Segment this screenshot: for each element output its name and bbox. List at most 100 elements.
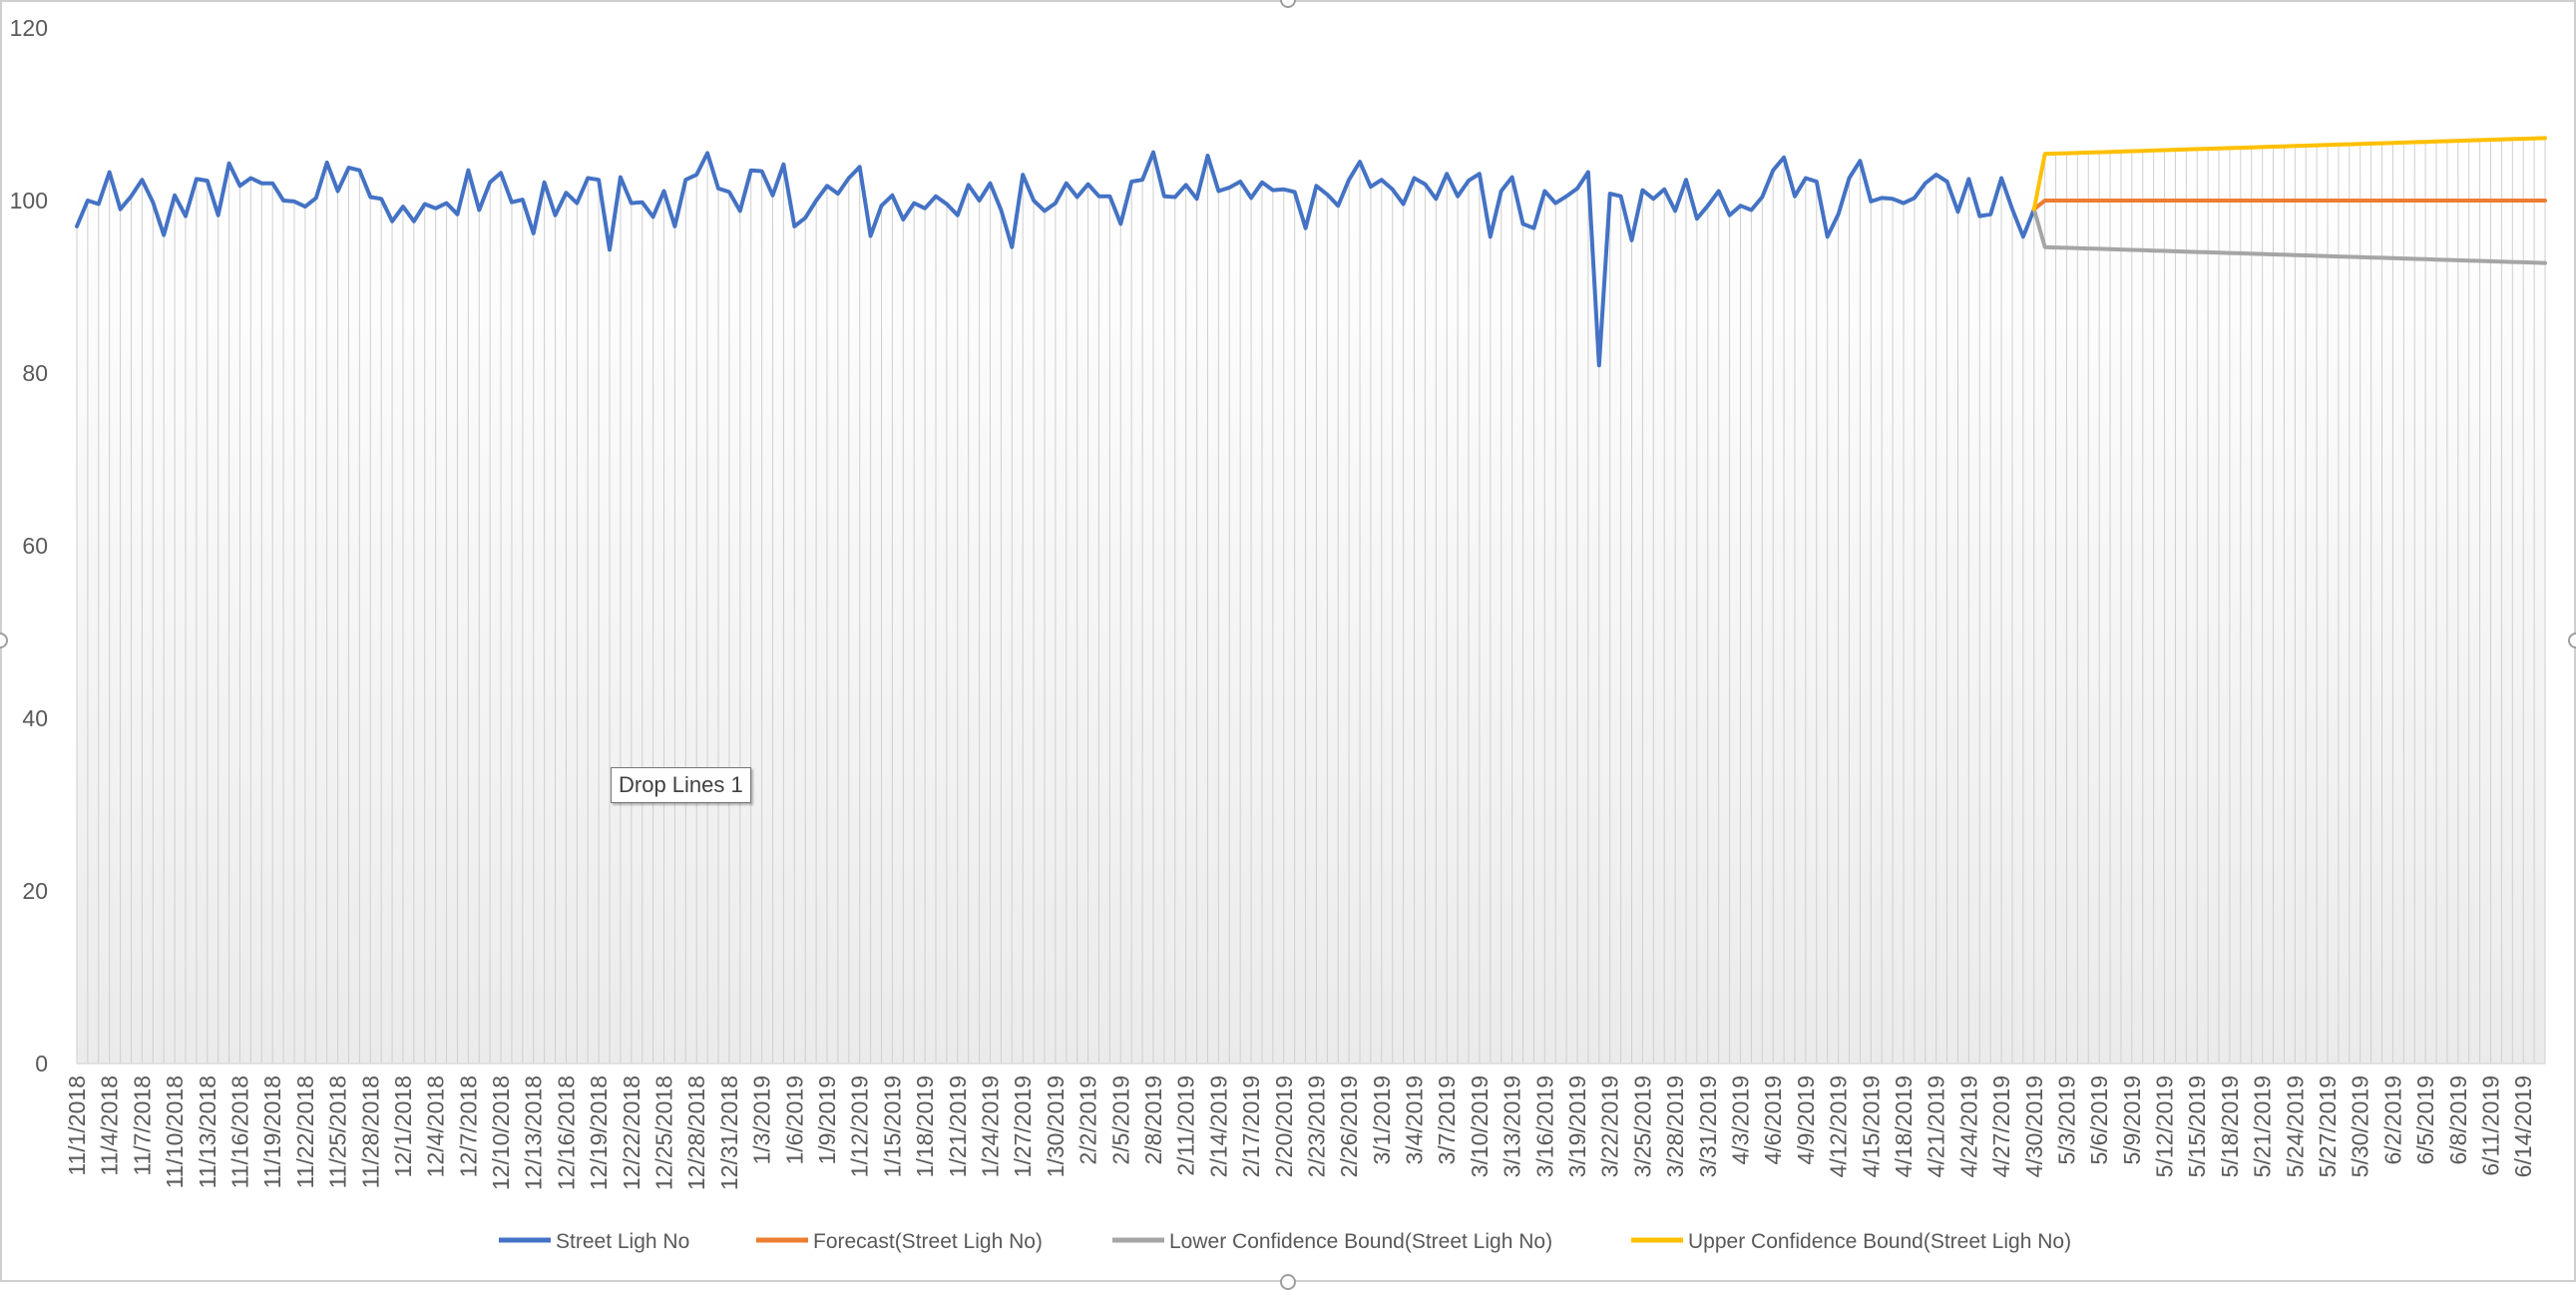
x-tick-label: 12/31/2018 (716, 1075, 742, 1190)
x-tick-label: 5/30/2019 (2348, 1075, 2373, 1177)
x-tick-label: 4/3/2019 (1727, 1075, 1753, 1165)
drop-lines[interactable] (76, 138, 2546, 1064)
x-tick-label: 2/8/2019 (1140, 1075, 1166, 1165)
x-tick-label: 5/21/2019 (2250, 1075, 2276, 1177)
x-tick-label: 5/27/2019 (2315, 1075, 2341, 1177)
legend-item[interactable]: Street Ligh No (499, 1230, 689, 1253)
legend-label: Forecast(Street Ligh No) (813, 1230, 1043, 1253)
x-tick-label: 12/25/2018 (651, 1075, 677, 1190)
y-tick-label: 20 (22, 878, 48, 904)
x-tick-label: 11/25/2018 (325, 1075, 351, 1188)
x-tick-label: 12/28/2018 (683, 1075, 709, 1190)
x-tick-label: 5/15/2019 (2184, 1075, 2210, 1177)
x-tick-label: 5/12/2019 (2152, 1075, 2178, 1177)
x-tick-label: 1/15/2019 (879, 1075, 905, 1177)
x-tick-label: 1/18/2019 (912, 1075, 938, 1177)
x-tick-label: 4/18/2019 (1891, 1075, 1917, 1177)
x-tick-label: 12/10/2018 (488, 1075, 514, 1190)
x-tick-label: 5/18/2019 (2217, 1075, 2243, 1177)
resize-handle-right[interactable] (2568, 633, 2576, 648)
series-layer[interactable] (75, 136, 2547, 368)
x-tick-label: 1/24/2019 (977, 1075, 1003, 1177)
x-tick-label: 12/4/2018 (423, 1075, 449, 1177)
series-line-4[interactable] (2031, 136, 2547, 212)
x-tick-label: 11/4/2018 (97, 1075, 123, 1176)
x-tick-label: 1/21/2019 (945, 1075, 971, 1177)
legend-item[interactable]: Lower Confidence Bound(Street Ligh No) (1112, 1230, 1552, 1253)
x-tick-label: 2/11/2019 (1173, 1075, 1199, 1176)
x-tick-label: 2/23/2019 (1303, 1075, 1329, 1177)
y-tick-label: 40 (22, 705, 48, 731)
y-tick-label: 100 (10, 188, 48, 214)
x-tick-label: 4/24/2019 (1955, 1075, 1981, 1177)
x-tick-label: 2/26/2019 (1336, 1075, 1362, 1177)
x-tick-label: 12/1/2018 (390, 1075, 416, 1177)
x-tick-label: 12/7/2018 (455, 1075, 481, 1177)
legend[interactable]: Street Ligh No Forecast(Street Ligh No) Lo… (499, 1230, 2071, 1253)
x-tick-label: 3/10/2019 (1467, 1075, 1493, 1177)
x-tick-label: 3/19/2019 (1564, 1075, 1590, 1177)
x-tick-label: 11/1/2018 (64, 1075, 90, 1176)
x-tick-label: 3/13/2019 (1500, 1075, 1525, 1177)
x-tick-label: 1/12/2019 (847, 1075, 873, 1177)
legend-label: Upper Confidence Bound(Street Ligh No) (1688, 1230, 2071, 1253)
x-tick-label: 11/10/2018 (162, 1075, 188, 1188)
x-tick-label: 1/27/2019 (1010, 1075, 1036, 1177)
x-tick-label: 6/14/2019 (2510, 1075, 2536, 1177)
x-tick-label: 5/3/2019 (2053, 1075, 2079, 1165)
x-tick-label: 2/17/2019 (1238, 1075, 1264, 1177)
resize-handle-bottom[interactable] (1280, 1274, 1296, 1290)
x-tick-label: 3/7/2019 (1434, 1075, 1460, 1165)
x-tick-label: 11/19/2018 (259, 1075, 285, 1188)
x-tick-label: 3/25/2019 (1629, 1075, 1655, 1177)
x-tick-label: 12/19/2018 (586, 1075, 612, 1190)
x-tick-label: 3/28/2019 (1662, 1075, 1688, 1177)
x-tick-label: 5/6/2019 (2086, 1075, 2112, 1165)
x-tick-label: 4/12/2019 (1826, 1075, 1852, 1177)
x-tick-label: 2/2/2019 (1075, 1075, 1101, 1165)
x-tick-label: 11/16/2018 (226, 1075, 252, 1188)
x-tick-label: 12/16/2018 (553, 1075, 579, 1190)
series-line-2[interactable] (2031, 199, 2547, 212)
legend-item[interactable]: Forecast(Street Ligh No) (756, 1230, 1043, 1253)
x-tick-label: 4/21/2019 (1924, 1075, 1949, 1177)
legend-item[interactable]: Upper Confidence Bound(Street Ligh No) (1631, 1230, 2071, 1253)
series-line-1[interactable] (75, 150, 2036, 368)
y-tick-label: 120 (10, 15, 48, 41)
x-tick-label: 12/22/2018 (619, 1075, 644, 1190)
x-tick-label: 11/7/2018 (129, 1075, 155, 1176)
legend-label: Lower Confidence Bound(Street Ligh No) (1169, 1230, 1552, 1253)
plot-background (77, 170, 2545, 1064)
x-tick-label: 1/9/2019 (814, 1075, 840, 1165)
x-tick-label: 3/22/2019 (1597, 1075, 1623, 1177)
x-tick-label: 4/27/2019 (1988, 1075, 2014, 1177)
x-axis: 11/1/2018 11/4/2018 11/7/2018 11/10/2018 11/… (64, 1063, 2545, 1190)
x-tick-label: 6/8/2019 (2445, 1075, 2471, 1165)
x-tick-label: 4/9/2019 (1793, 1075, 1819, 1165)
x-tick-label: 3/1/2019 (1369, 1075, 1395, 1165)
x-tick-label: 11/28/2018 (357, 1075, 383, 1188)
x-tick-label: 1/3/2019 (749, 1075, 775, 1165)
x-tick-label: 3/31/2019 (1695, 1075, 1721, 1177)
x-tick-label: 4/15/2019 (1858, 1075, 1884, 1177)
legend-label: Street Ligh No (556, 1230, 689, 1253)
x-tick-label: 3/16/2019 (1531, 1075, 1557, 1177)
x-tick-label: 5/24/2019 (2282, 1075, 2308, 1177)
x-tick-label: 2/5/2019 (1107, 1075, 1133, 1165)
x-tick-label: 12/13/2018 (521, 1075, 547, 1190)
x-tick-label: 1/6/2019 (781, 1075, 807, 1165)
x-tick-label: 1/30/2019 (1043, 1075, 1069, 1177)
series-line-3[interactable] (2031, 207, 2547, 265)
x-tick-label: 6/5/2019 (2412, 1075, 2438, 1165)
x-tick-label: 3/4/2019 (1402, 1075, 1428, 1165)
y-tick-label: 80 (22, 360, 48, 386)
x-tick-label: 2/14/2019 (1205, 1075, 1231, 1177)
x-tick-label: 4/6/2019 (1760, 1075, 1786, 1165)
x-tick-label: 11/22/2018 (292, 1075, 318, 1188)
x-tick-label: 11/13/2018 (195, 1075, 220, 1188)
y-axis: 0 20 40 60 80 100 120 (10, 15, 48, 1076)
y-tick-label: 60 (22, 533, 48, 559)
tooltip: Drop Lines 1 (611, 767, 751, 803)
x-tick-label: 5/9/2019 (2119, 1075, 2145, 1165)
